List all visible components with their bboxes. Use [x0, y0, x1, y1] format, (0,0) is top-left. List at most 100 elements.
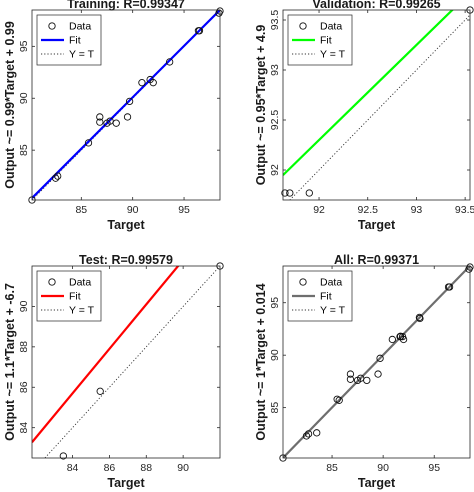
all-title: All: R=0.99371: [334, 253, 419, 267]
training-y-tick-label: 90: [18, 92, 30, 104]
validation-y-tick-label: 92: [269, 164, 281, 176]
all-data-point: [399, 335, 408, 344]
all-data-point: [304, 430, 313, 438]
training-x-tick-label: 95: [178, 204, 190, 216]
validation-x-tick-label: 93: [411, 204, 423, 216]
validation-legend-data-marker: [299, 22, 307, 30]
test-x-tick-label: 90: [177, 462, 189, 474]
all-plot: 85 90 95 85 90 95 All: R=0.99371 Target Output ~…: [254, 253, 474, 490]
validation-y-tick-label: 93: [269, 64, 281, 76]
test-y-tick-label: 86: [18, 381, 30, 393]
all-y-tick-label: 85: [269, 402, 281, 414]
validation-data-point: [281, 189, 289, 197]
all-data-point: [376, 354, 384, 362]
training-legend-label: Y = T: [69, 49, 95, 61]
validation-x-tick-label: 92.5: [358, 204, 379, 216]
test-x-tick-label: 84: [67, 462, 79, 474]
validation-x-tick-label: 92: [313, 204, 325, 216]
validation-y-tick-label: 92.5: [269, 110, 281, 131]
all-data-point: [363, 376, 371, 385]
training-data-point: [195, 27, 204, 35]
test-x-tick-label: 86: [104, 462, 116, 474]
test-axes-frame: [31, 265, 221, 459]
all-xlabel: Target: [358, 476, 396, 490]
all-data-point: [374, 370, 382, 378]
test-title: Test: R=0.99579: [79, 253, 173, 267]
all-x-tick-label: 85: [326, 462, 338, 474]
all-data-point: [346, 370, 355, 378]
all-axes-frame: [282, 265, 471, 459]
all-fit-line: [283, 266, 470, 458]
training-x-tick-label: 90: [127, 204, 139, 216]
all-data-point: [445, 283, 454, 291]
training-y-tick-label: 85: [18, 144, 30, 156]
test-legend-label: Fit: [69, 291, 81, 303]
training-legend: Data Fit Y = T: [36, 14, 102, 66]
validation-title: Validation: R=0.99265: [312, 0, 440, 11]
training-data-point: [166, 58, 174, 66]
training-plot: 85 90 95 85 90 95 Training: R=0.99347 Target Out…: [3, 0, 224, 232]
validation-plot: 92 92.5 93 93.5 92 92.5 93 93.5 Validation: R=0.…: [254, 0, 474, 232]
training-legend-label: Data: [69, 21, 91, 33]
validation-axes-frame: [282, 9, 471, 201]
all-legend-data-marker: [299, 278, 307, 286]
all-ylabel: Output ~= 1*Target + 0.014: [254, 283, 268, 440]
all-data-point: [313, 429, 321, 437]
test-y-tick-label: 90: [18, 300, 30, 312]
validation-legend-label: Fit: [320, 35, 332, 47]
validation-x-tick-label: 93.5: [455, 204, 474, 216]
all-data-point: [416, 314, 424, 323]
training-data-point: [96, 118, 104, 126]
all-legend: Data Fit Y = T: [287, 270, 353, 322]
validation-data-point: [305, 189, 313, 197]
test-data-point: [96, 387, 104, 395]
training-data-point: [125, 97, 134, 106]
validation-data-point: [286, 189, 294, 197]
all-legend-label: Fit: [320, 291, 332, 303]
training-ylabel: Output ~= 0.99*Target + 0.99: [3, 21, 17, 189]
training-data-point: [138, 79, 146, 87]
training-axes-frame: [31, 9, 221, 201]
test-y-tick-label: 84: [18, 422, 30, 434]
training-data-point: [112, 119, 120, 127]
all-legend-label: Y = T: [320, 305, 346, 317]
training-fit-line: [32, 10, 220, 199]
training-title: Training: R=0.99347: [67, 0, 185, 11]
training-xlabel: Target: [107, 218, 145, 232]
validation-fit-line: [283, 10, 454, 176]
training-x-tick-label: 85: [75, 204, 87, 216]
test-y-tick-label: 88: [18, 341, 30, 353]
training-data-point: [51, 174, 60, 182]
test-legend-data-marker: [48, 278, 56, 286]
test-xlabel: Target: [107, 476, 145, 490]
test-plot: 84 86 88 90 84 86 88 90 Test: R=0.99579 Target Out…: [3, 253, 224, 490]
test-fit-line: [32, 266, 180, 443]
training-data-point: [84, 139, 93, 147]
training-legend-label: Fit: [69, 35, 81, 47]
training-data-point: [123, 113, 132, 121]
test-ylabel: Output ~= 1.1*Target + -6.7: [3, 283, 17, 441]
all-y-tick-label: 95: [269, 297, 281, 309]
all-data-point: [302, 432, 311, 440]
all-data-point: [388, 335, 396, 344]
validation-y-tick-label: 93.5: [269, 10, 281, 31]
validation-identity-line: [289, 14, 470, 200]
test-legend-label: Data: [69, 277, 91, 289]
validation-legend-label: Data: [320, 21, 342, 33]
test-legend: Data Fit Y = T: [36, 270, 102, 322]
test-legend-label: Y = T: [69, 305, 95, 317]
training-data-point: [54, 172, 62, 180]
all-data-point: [335, 396, 343, 404]
training-legend-data-marker: [48, 22, 56, 30]
training-data-point: [149, 79, 157, 87]
all-x-tick-label: 90: [377, 462, 389, 474]
all-legend-label: Data: [320, 277, 342, 289]
test-data-point: [59, 452, 67, 460]
all-y-tick-label: 90: [269, 349, 281, 361]
all-data-point: [346, 375, 355, 383]
validation-ylabel: Output ~= 0.95*Target + 4.9: [254, 25, 268, 186]
all-x-tick-label: 95: [428, 462, 440, 474]
validation-xlabel: Target: [358, 218, 396, 232]
training-y-tick-label: 95: [18, 40, 30, 52]
